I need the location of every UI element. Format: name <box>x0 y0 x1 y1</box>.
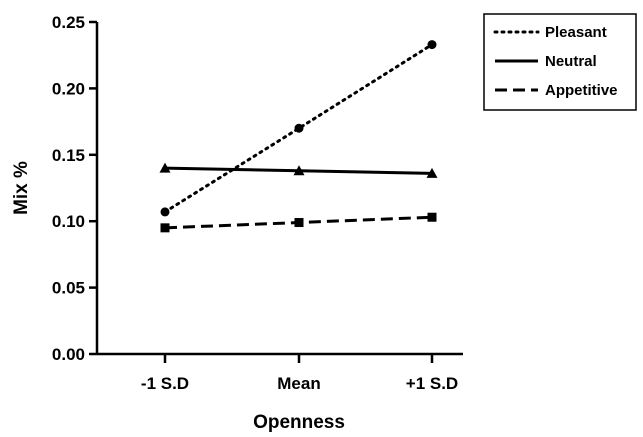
legend-entry-label: Appetitive <box>545 82 618 99</box>
y-tick-label: 0.10 <box>52 212 85 231</box>
y-tick-label: 0.20 <box>52 79 85 98</box>
y-tick-label: 0.15 <box>52 146 85 165</box>
y-axis-title: Mix % <box>11 161 32 215</box>
legend-entry-label: Neutral <box>545 53 597 70</box>
legend-entry-label: Pleasant <box>545 24 607 41</box>
data-point <box>294 123 304 133</box>
series-pleasant <box>160 40 437 217</box>
x-axis-title: Openness <box>253 412 345 433</box>
x-axis-ticks: -1 S.D Mean +1 S.D <box>141 354 458 393</box>
data-point <box>160 207 170 217</box>
legend: Pleasant Neutral Appetitive <box>483 13 637 111</box>
x-tick-label: -1 S.D <box>141 374 189 393</box>
series-layer <box>159 40 438 233</box>
y-tick-label: 0.05 <box>52 279 85 298</box>
data-point <box>427 40 437 50</box>
data-point <box>159 162 171 173</box>
x-tick-label: +1 S.D <box>406 374 458 393</box>
data-point <box>294 218 304 228</box>
y-axis-ticks: 0.00 0.05 0.10 0.15 0.20 0.25 <box>52 13 97 364</box>
y-tick-label: 0.25 <box>52 13 85 32</box>
data-point <box>427 212 437 222</box>
x-tick-label: Mean <box>277 374 320 393</box>
chart-axes: 0.00 0.05 0.10 0.15 0.20 0.25 -1 S.D Mean +1 S.… <box>52 13 463 393</box>
series-appetitive <box>160 212 437 233</box>
data-point <box>426 167 438 178</box>
y-tick-label: 0.00 <box>52 345 85 364</box>
data-point <box>160 223 170 233</box>
data-point <box>293 165 305 176</box>
series-neutral <box>159 162 438 178</box>
